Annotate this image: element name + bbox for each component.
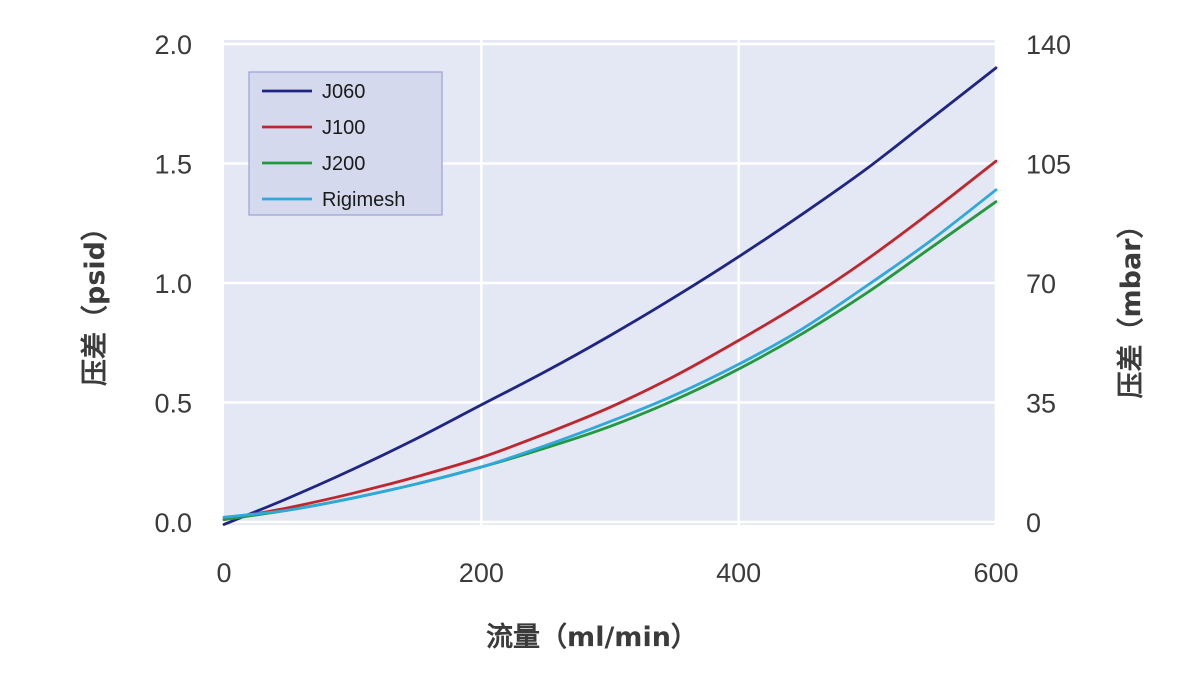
y-tick-label: 0.0	[154, 508, 192, 538]
series-line-j100	[222, 159, 998, 521]
y2-axis-label: 压差（mbar）	[1115, 212, 1147, 399]
y2-tick-label: 0	[1026, 508, 1041, 538]
legend-label: J060	[322, 81, 365, 103]
x-tick-label: 200	[459, 558, 504, 588]
y-axis-ticks: 0.0 0.5 1.0 1.5 2.0	[154, 30, 192, 538]
y-tick-label: 1.5	[154, 150, 192, 180]
legend-label: Rigimesh	[322, 189, 405, 211]
y-axis-label: 压差（psid）	[79, 214, 111, 386]
series-line-j060	[222, 66, 998, 526]
x-tick-label: 0	[216, 558, 231, 588]
y2-tick-label: 105	[1026, 150, 1071, 180]
x-tick-label: 400	[716, 558, 761, 588]
y-tick-label: 2.0	[154, 30, 192, 60]
y2-axis-ticks: 0 35 70 105 140	[1026, 30, 1071, 538]
x-axis-label: 流量（ml/min）	[486, 622, 698, 653]
series-line-rigimesh	[222, 188, 998, 519]
y2-tick-label: 70	[1026, 269, 1056, 299]
x-tick-label: 600	[973, 558, 1018, 588]
x-axis-ticks: 0 200 400 600	[216, 558, 1018, 588]
y2-tick-label: 35	[1026, 389, 1056, 419]
legend-box	[248, 71, 443, 216]
y-tick-label: 0.5	[154, 389, 192, 419]
legend-label: J100	[322, 117, 365, 139]
y2-tick-label: 140	[1026, 30, 1071, 60]
grid-lines	[224, 40, 998, 525]
series-lines	[222, 66, 998, 526]
legend: J060 J100 J200 Rigimesh	[248, 71, 443, 216]
legend-label: J200	[322, 153, 365, 175]
y-tick-label: 1.0	[154, 269, 192, 299]
